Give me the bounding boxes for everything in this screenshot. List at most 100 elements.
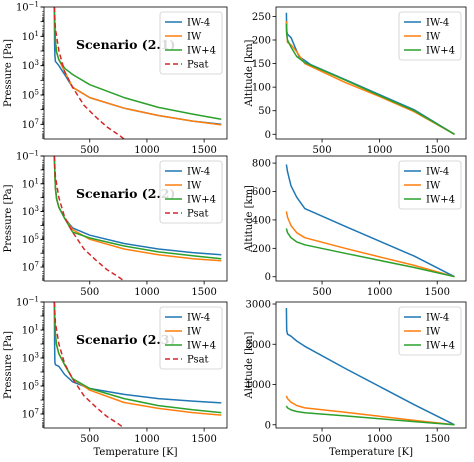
plot-area (53, 7, 222, 139)
y-tick-label: 0 (265, 130, 271, 141)
y-tick-label: 105 (22, 380, 39, 393)
series-line-psat (53, 7, 125, 139)
y-axis-label: Pressure [Pa] (3, 39, 14, 107)
legend-entry: IW-4 (426, 167, 449, 178)
scenario-annotation: Scenario (2.2) (76, 186, 175, 201)
y-tick-label: 0 (265, 272, 271, 283)
series-line-iw-4 (285, 228, 455, 278)
legend: IW-4 IW IW+4 Psat (159, 160, 223, 224)
legend-box (159, 160, 223, 224)
legend-box (398, 306, 462, 356)
panel-scenario-2.3-pressure: 500 1000 1500 10−1 101 103 105 107 Pressure [Pa]… (3, 296, 228, 458)
y-tick-label: 101 (22, 30, 39, 43)
y-tick-label: 2000 (246, 340, 271, 351)
legend-entry: IW+4 (187, 46, 216, 57)
y-tick-label: 200 (252, 244, 271, 255)
y-tick-label: 105 (22, 233, 39, 246)
legend-entry: IW (426, 181, 441, 192)
x-tick-label: 500 (313, 287, 332, 298)
legend-box (398, 160, 462, 210)
x-tick-label: 500 (80, 145, 99, 156)
y-tick-label: 150 (252, 59, 271, 70)
series-line-iw-4 (53, 302, 222, 414)
plot-area (285, 12, 455, 135)
legend-entry: IW+4 (426, 46, 455, 57)
y-tick-label: 105 (22, 89, 39, 102)
x-tick-label: 1000 (134, 434, 159, 445)
plot-area (53, 302, 222, 428)
legend-entry: IW (187, 181, 202, 192)
x-tick-label: 500 (313, 145, 332, 156)
plot-area (53, 156, 222, 281)
y-axis-label: Pressure [Pa] (3, 331, 14, 399)
y-tick-label: 200 (252, 36, 271, 47)
y-tick-label: 400 (252, 215, 271, 226)
plot-area (285, 164, 455, 278)
legend-entry: Psat (187, 209, 209, 220)
legend-entry: IW-4 (187, 313, 210, 324)
legend: IW-4 IW IW+4 (398, 306, 462, 356)
panel-scenario-2.1-pressure: 500 1000 1500 10−1 101 103 105 107 Pressure [Pa]… (3, 1, 228, 156)
series-line-iw-4 (285, 164, 455, 278)
series-line-iw-4 (285, 405, 455, 426)
legend-entry: IW-4 (426, 313, 449, 324)
y-axis-label: Altitude [km] (244, 185, 255, 253)
panel-scenario-2.3-altitude: 500 1000 1500 0 1000 2000 3000 Altitude [km] Tem… (244, 300, 467, 458)
y-tick-label: 250 (252, 12, 271, 23)
y-axis-label: Altitude [km] (244, 39, 255, 107)
y-tick-label: 50 (258, 106, 271, 117)
y-tick-label: 101 (22, 177, 39, 190)
panel-scenario-2.2-altitude: 500 1000 1500 0 200 400 600 800 Altitude [km] IW-… (244, 155, 467, 298)
x-axis-label: Temperature [K] (94, 447, 178, 458)
y-axis-label: Altitude [km] (244, 331, 255, 399)
scenario-annotation: Scenario (2.3) (76, 332, 175, 347)
y-tick-label: 101 (22, 324, 39, 337)
y-axis-label: Pressure [Pa] (3, 184, 14, 252)
axes-frame (275, 6, 467, 140)
legend-entry: IW-4 (187, 167, 210, 178)
y-tick-label: 107 (22, 408, 39, 421)
y-tick-label: 103 (22, 59, 39, 72)
series-line-iw-4 (285, 307, 455, 426)
y-tick-label: 103 (22, 205, 39, 218)
x-tick-label: 1500 (424, 287, 449, 298)
legend: IW-4 IW IW+4 (398, 160, 462, 210)
legend-entry: IW-4 (187, 18, 210, 29)
legend-entry: IW (426, 327, 441, 338)
plot-area (285, 307, 455, 426)
x-tick-label: 1000 (367, 287, 392, 298)
legend-entry: IW (187, 32, 202, 43)
x-tick-label: 1500 (191, 434, 216, 445)
y-tick-label: 800 (252, 159, 271, 170)
y-tick-label: 3000 (246, 300, 271, 311)
x-tick-label: 1000 (367, 145, 392, 156)
legend: IW-4 IW IW+4 Psat (159, 306, 223, 370)
legend-entry: Psat (187, 355, 209, 366)
y-tick-label: 1000 (246, 380, 271, 391)
series-line-iw-4 (53, 156, 222, 260)
series-line-iw (285, 211, 455, 278)
axes-frame (275, 301, 467, 429)
series-line-psat (53, 302, 125, 428)
legend-entry: IW+4 (187, 341, 216, 352)
legend-box (159, 306, 223, 370)
y-tick-label: 103 (22, 352, 39, 365)
scenario-annotation: Scenario (2.1) (76, 37, 175, 52)
legend-box (159, 11, 223, 75)
x-axis-label: Temperature [K] (329, 447, 413, 458)
y-tick-label: 107 (22, 261, 39, 274)
x-tick-label: 1000 (134, 287, 159, 298)
x-tick-label: 500 (313, 434, 332, 445)
axes-frame (43, 155, 228, 282)
series-line-psat (53, 156, 125, 281)
axes-frame (275, 155, 467, 282)
x-tick-label: 1000 (134, 145, 159, 156)
x-tick-label: 1500 (191, 145, 216, 156)
panel-scenario-2.1-altitude: 500 1000 1500 0 50 100 150 200 250 Altitude [km] I… (244, 6, 467, 156)
legend-entry: IW-4 (426, 18, 449, 29)
legend-box (398, 11, 462, 61)
y-tick-label: 600 (252, 187, 271, 198)
legend-entry: IW (426, 32, 441, 43)
legend-entry: Psat (187, 60, 209, 71)
